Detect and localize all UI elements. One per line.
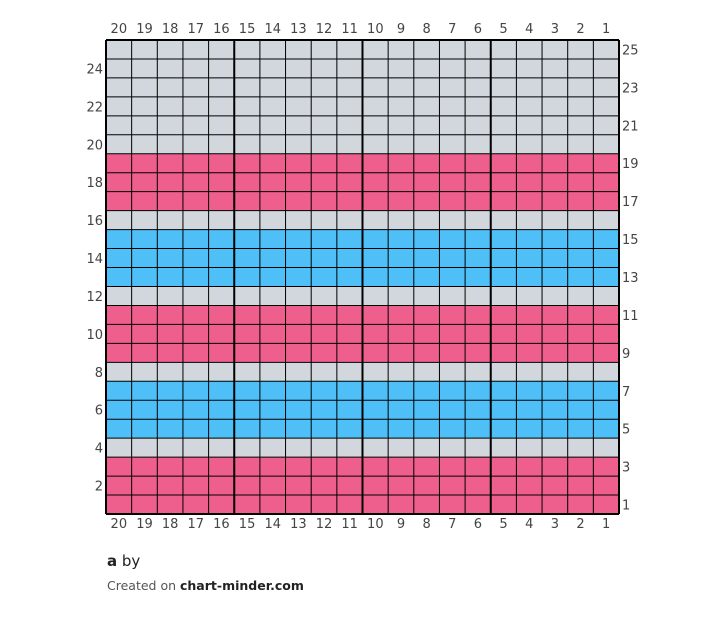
column-label-top: 3 bbox=[551, 22, 559, 37]
site-link[interactable]: chart-minder.com bbox=[180, 578, 304, 593]
column-label-bottom: 20 bbox=[111, 517, 128, 532]
column-label-bottom: 7 bbox=[448, 517, 456, 532]
column-label-bottom: 3 bbox=[551, 517, 559, 532]
column-label-top: 20 bbox=[111, 22, 128, 37]
column-label-bottom: 8 bbox=[422, 517, 430, 532]
column-label-bottom: 17 bbox=[188, 517, 205, 532]
column-label-bottom: 6 bbox=[474, 517, 482, 532]
column-label-bottom: 1 bbox=[602, 517, 610, 532]
row-label-right: 11 bbox=[622, 309, 639, 324]
chart-labels: 2020191918181717161615151414131312121111… bbox=[86, 22, 638, 532]
row-label-left: 12 bbox=[86, 290, 103, 305]
row-label-right: 3 bbox=[622, 461, 630, 476]
column-label-bottom: 10 bbox=[367, 517, 384, 532]
column-label-bottom: 2 bbox=[576, 517, 584, 532]
row-label-left: 24 bbox=[86, 62, 103, 77]
row-label-left: 22 bbox=[86, 100, 103, 115]
column-label-bottom: 16 bbox=[213, 517, 230, 532]
row-label-left: 20 bbox=[86, 138, 103, 153]
row-label-right: 21 bbox=[622, 119, 639, 134]
column-label-top: 15 bbox=[239, 22, 256, 37]
column-label-top: 1 bbox=[602, 22, 610, 37]
column-label-top: 18 bbox=[162, 22, 179, 37]
column-label-top: 14 bbox=[264, 22, 281, 37]
column-label-bottom: 12 bbox=[316, 517, 333, 532]
row-label-right: 15 bbox=[622, 233, 639, 248]
pattern-title-line: a by bbox=[107, 552, 140, 570]
column-label-top: 10 bbox=[367, 22, 384, 37]
row-label-left: 4 bbox=[95, 442, 103, 457]
column-label-bottom: 14 bbox=[264, 517, 281, 532]
row-label-left: 8 bbox=[95, 366, 103, 381]
row-label-right: 13 bbox=[622, 271, 639, 286]
column-label-top: 5 bbox=[499, 22, 507, 37]
column-label-top: 2 bbox=[576, 22, 584, 37]
column-label-bottom: 4 bbox=[525, 517, 533, 532]
column-label-bottom: 9 bbox=[397, 517, 405, 532]
chart-gridlines bbox=[105, 39, 620, 515]
column-label-top: 12 bbox=[316, 22, 333, 37]
column-label-bottom: 18 bbox=[162, 517, 179, 532]
row-label-right: 25 bbox=[622, 43, 639, 58]
column-label-top: 7 bbox=[448, 22, 456, 37]
credit-line: Created on chart-minder.com bbox=[107, 578, 304, 593]
row-label-left: 18 bbox=[86, 176, 103, 191]
column-label-bottom: 13 bbox=[290, 517, 307, 532]
column-label-bottom: 11 bbox=[341, 517, 358, 532]
column-label-top: 19 bbox=[136, 22, 153, 37]
row-label-right: 23 bbox=[622, 81, 639, 96]
row-label-right: 5 bbox=[622, 423, 630, 438]
column-label-top: 9 bbox=[397, 22, 405, 37]
column-label-bottom: 5 bbox=[499, 517, 507, 532]
pattern-title: a bbox=[107, 552, 118, 570]
column-label-top: 13 bbox=[290, 22, 307, 37]
row-label-left: 2 bbox=[95, 480, 103, 495]
column-label-top: 11 bbox=[341, 22, 358, 37]
column-label-top: 4 bbox=[525, 22, 533, 37]
row-label-left: 14 bbox=[86, 252, 103, 267]
by-word: by bbox=[121, 552, 141, 570]
row-label-left: 6 bbox=[95, 404, 103, 419]
row-label-left: 10 bbox=[86, 328, 103, 343]
row-label-right: 9 bbox=[622, 347, 630, 362]
column-label-top: 8 bbox=[422, 22, 430, 37]
column-label-top: 16 bbox=[213, 22, 230, 37]
column-label-bottom: 15 bbox=[239, 517, 256, 532]
row-label-right: 1 bbox=[622, 499, 630, 514]
row-label-right: 17 bbox=[622, 195, 639, 210]
column-label-top: 6 bbox=[474, 22, 482, 37]
column-label-bottom: 19 bbox=[136, 517, 153, 532]
created-on-text: Created on bbox=[107, 578, 177, 593]
column-label-top: 17 bbox=[188, 22, 205, 37]
row-label-right: 19 bbox=[622, 157, 639, 172]
row-label-right: 7 bbox=[622, 385, 630, 400]
row-label-left: 16 bbox=[86, 214, 103, 229]
